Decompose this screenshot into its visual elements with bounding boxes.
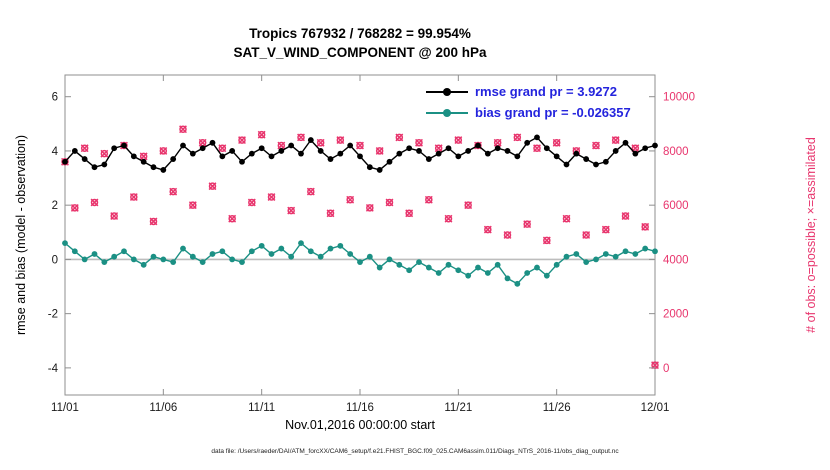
legend-item-bias: bias grand pr = -0.026357 bbox=[425, 102, 631, 123]
chart-title: Tropics 767932 / 768282 = 99.954% SAT_V_… bbox=[65, 24, 655, 62]
x-tick-label: 11/16 bbox=[346, 402, 374, 414]
legend: rmse grand pr = 3.9272 bias grand pr = -… bbox=[425, 81, 631, 123]
x-tick-label: 11/06 bbox=[149, 402, 177, 414]
rmse-series bbox=[62, 134, 658, 173]
left-y-tick-label: 0 bbox=[52, 254, 58, 266]
x-tick-label: 11/01 bbox=[51, 402, 79, 414]
right-y-tick-label: 4000 bbox=[663, 254, 689, 266]
x-tick-label: 11/26 bbox=[543, 402, 571, 414]
right-y-tick-label: 2000 bbox=[663, 309, 689, 321]
rmse-line-swatch bbox=[425, 85, 469, 99]
legend-label-rmse: rmse grand pr = 3.9272 bbox=[475, 84, 617, 99]
x-axis-label: Nov.01,2016 00:00:00 start bbox=[285, 418, 435, 432]
right-y-tick-label: 10000 bbox=[663, 92, 695, 104]
axis-ticks-and-labels: 11/01 11/06 11/11 11/16 11/21 11/26 12/01 -4 -2 0… bbox=[48, 75, 695, 414]
left-axis-label: rmse and bias (model - observation) bbox=[14, 134, 28, 336]
bias-series bbox=[62, 240, 658, 287]
bias-line-swatch bbox=[425, 106, 469, 120]
x-tick-label: 11/11 bbox=[248, 402, 275, 414]
title-line-2: SAT_V_WIND_COMPONENT @ 200 hPa bbox=[233, 45, 487, 60]
left-y-tick-label: -4 bbox=[48, 363, 59, 375]
left-y-tick-label: 2 bbox=[52, 200, 58, 212]
left-y-tick-label: -2 bbox=[48, 309, 58, 321]
left-y-tick-label: 6 bbox=[52, 92, 58, 104]
right-y-tick-label: 8000 bbox=[663, 146, 689, 158]
data-file-caption: data file: /Users/raeder/DAI/ATM_forcXX/… bbox=[211, 448, 619, 455]
legend-item-rmse: rmse grand pr = 3.9272 bbox=[425, 81, 631, 102]
legend-label-bias: bias grand pr = -0.026357 bbox=[475, 105, 631, 120]
x-tick-label: 11/21 bbox=[444, 402, 472, 414]
x-tick-label: 12/01 bbox=[641, 402, 670, 414]
axes-box bbox=[64, 74, 656, 396]
right-y-tick-label: 0 bbox=[663, 363, 669, 375]
right-y-tick-label: 6000 bbox=[663, 200, 689, 212]
left-y-tick-label: 4 bbox=[52, 146, 59, 158]
right-axis-label: # of obs: o=possible; ×=assimilated bbox=[804, 137, 818, 333]
title-line-1: Tropics 767932 / 768282 = 99.954% bbox=[249, 26, 471, 41]
